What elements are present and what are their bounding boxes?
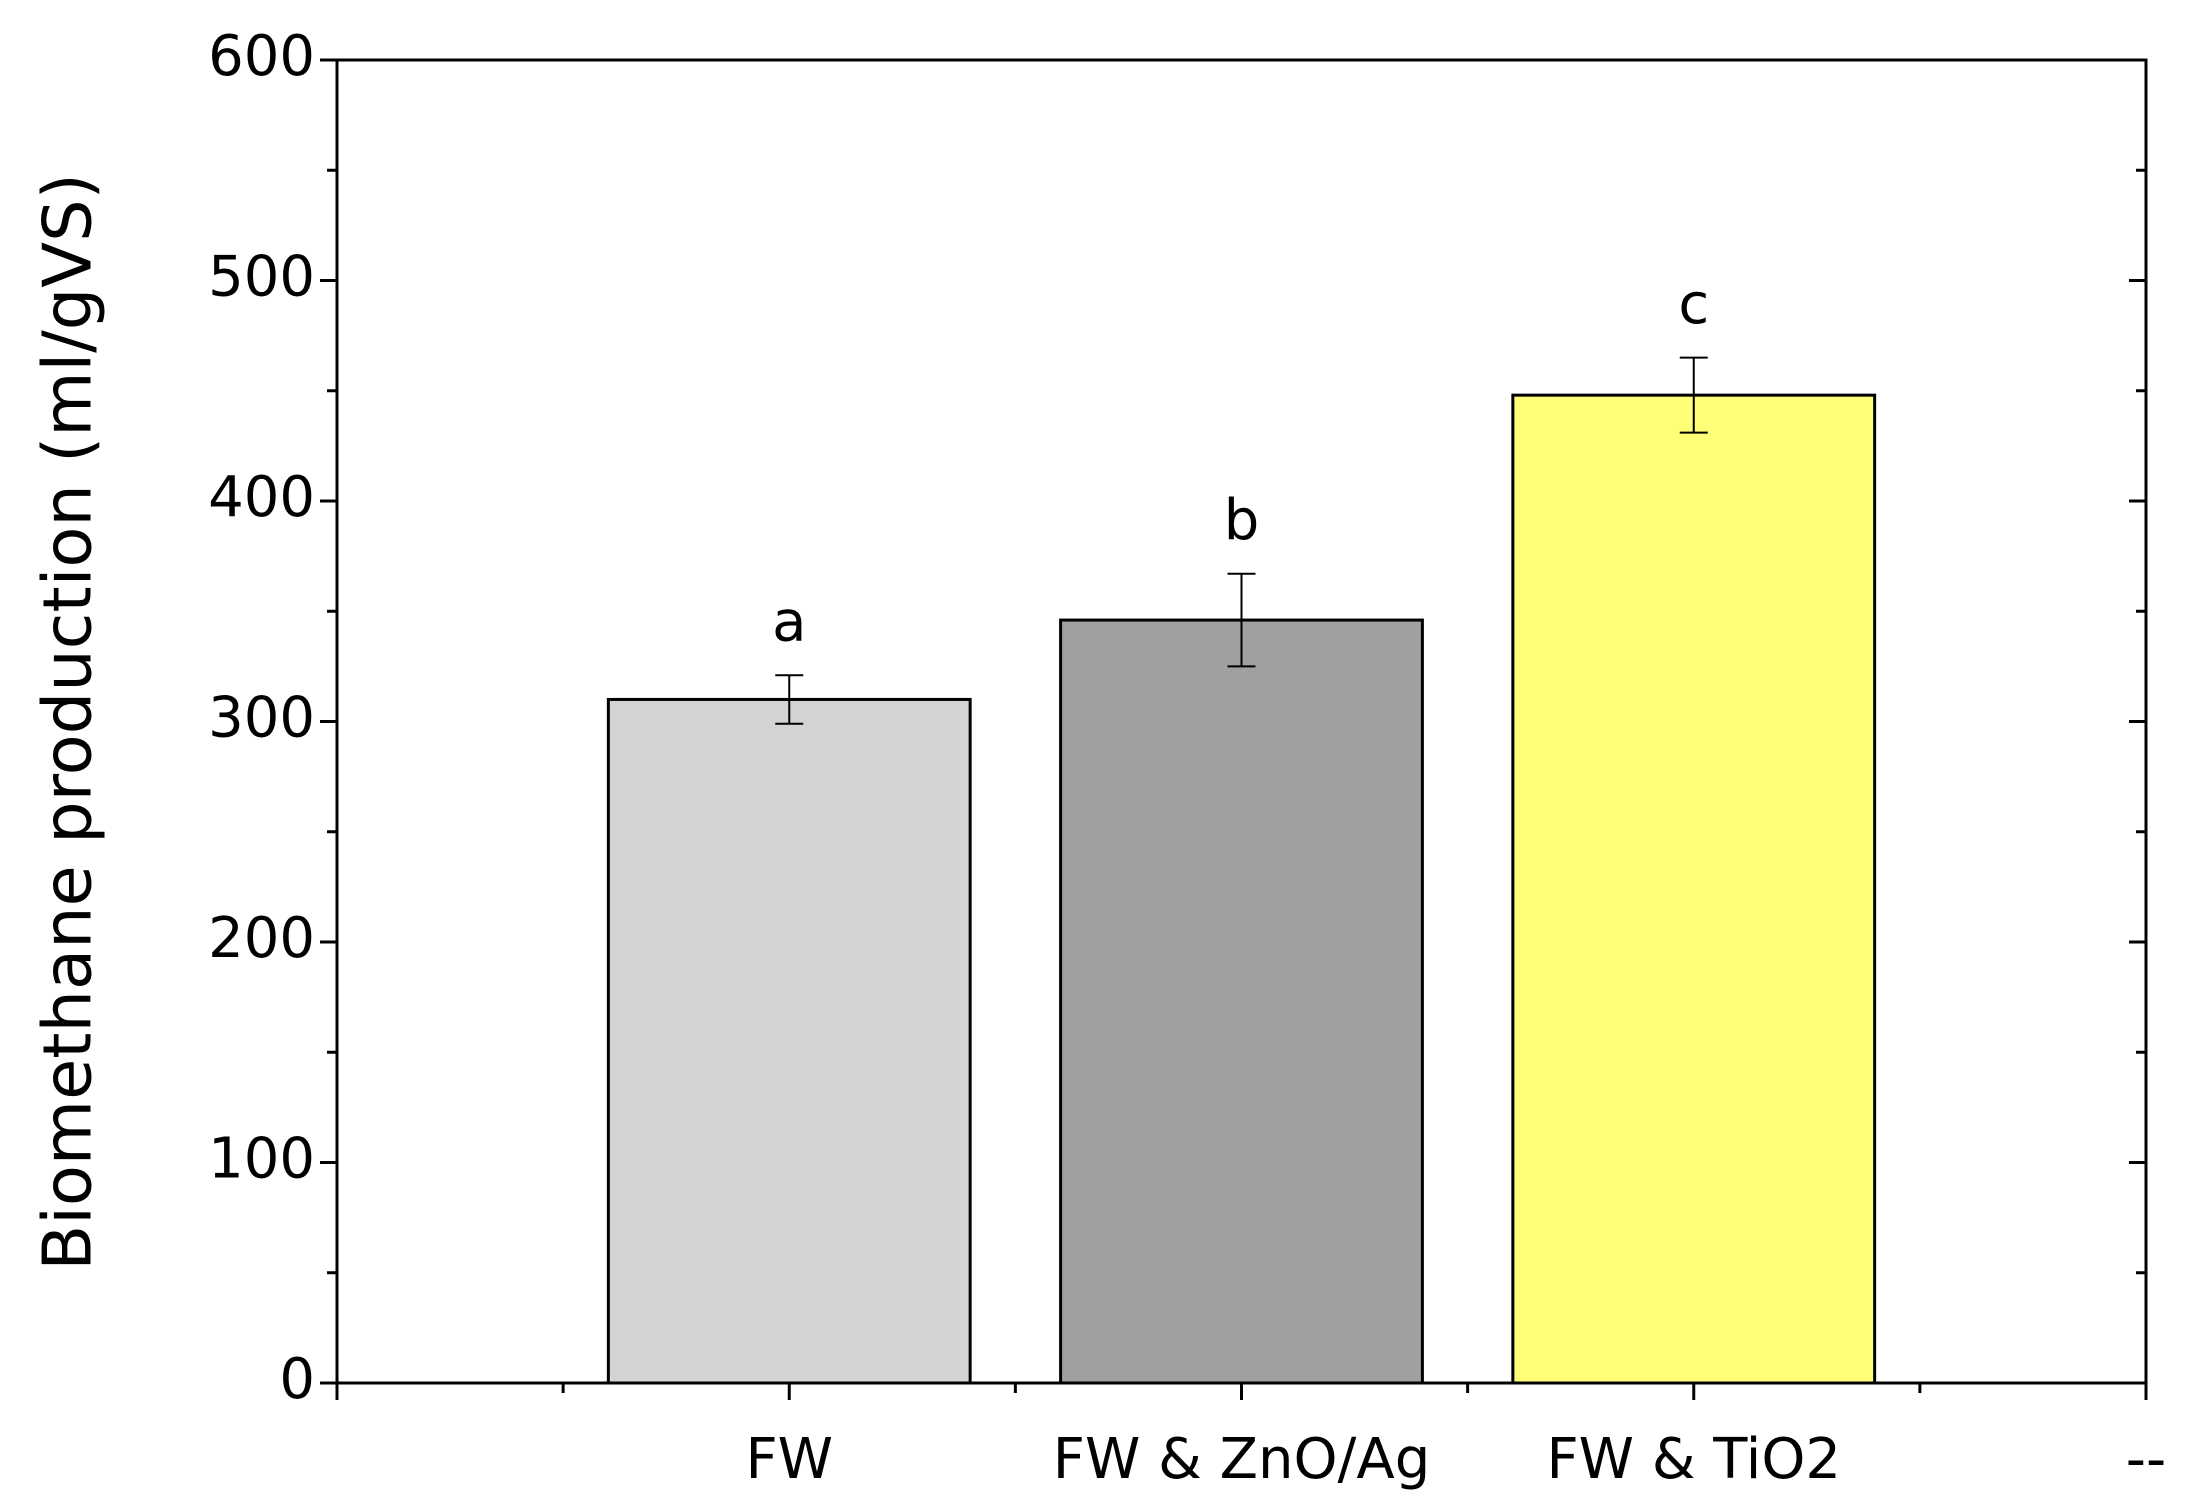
y-tick-label: 200 <box>208 906 315 971</box>
x-tick-label: FW & TiO2 <box>1546 1427 1841 1492</box>
annotation: b <box>1224 488 1260 553</box>
y-tick-label: 400 <box>208 465 315 530</box>
y-tick-label: 300 <box>208 686 315 751</box>
x-tick-label: -- <box>2126 1427 2166 1492</box>
bar <box>1059 618 1424 1385</box>
annotation: c <box>1678 272 1709 337</box>
annotation: a <box>772 589 806 654</box>
bar <box>1511 393 1877 1385</box>
plot-frame <box>335 58 2148 1385</box>
y-tick-label: 600 <box>208 24 315 89</box>
y-tick-label: 0 <box>279 1347 315 1412</box>
y-tick-label: 100 <box>208 1127 315 1192</box>
x-tick-label: FW <box>745 1427 833 1492</box>
y-tick-label: 500 <box>208 245 315 310</box>
x-tick-label: FW & ZnO/Ag <box>1053 1427 1431 1492</box>
y-axis-label: Biomethane production (ml/gVS) <box>29 173 107 1271</box>
bar <box>606 697 972 1385</box>
